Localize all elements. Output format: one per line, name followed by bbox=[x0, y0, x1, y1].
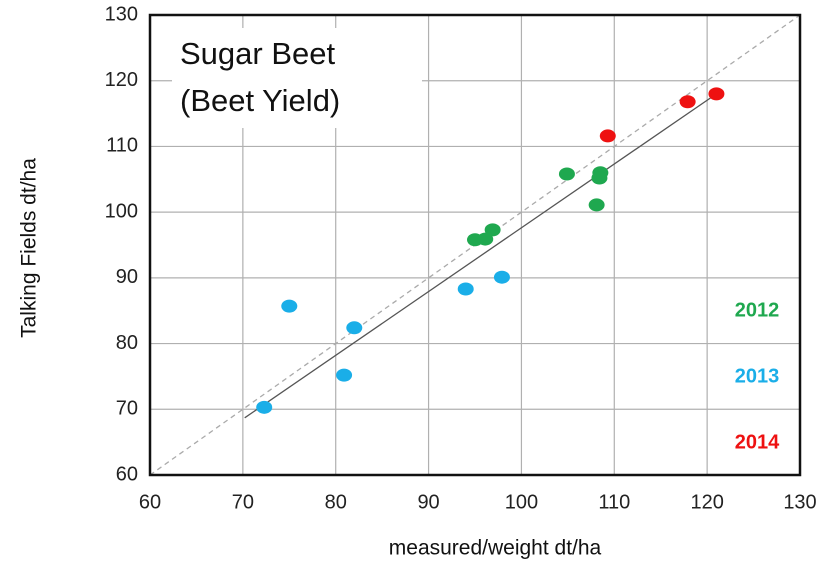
plot-frame bbox=[148, 13, 802, 477]
x-tick-label: 110 bbox=[598, 491, 630, 513]
data-point bbox=[493, 270, 510, 284]
y-tick-label: 60 bbox=[116, 463, 138, 485]
chart-title: (Beet Yield) bbox=[180, 83, 340, 118]
data-point bbox=[679, 95, 696, 109]
x-tick-label: 90 bbox=[417, 491, 439, 513]
legend-label: 2013 bbox=[735, 365, 780, 387]
y-tick-label: 80 bbox=[116, 332, 138, 354]
y-tick-label: 90 bbox=[116, 266, 138, 288]
data-point bbox=[591, 171, 608, 185]
data-point bbox=[484, 223, 501, 237]
y-tick-label: 100 bbox=[105, 200, 138, 222]
y-tick-label: 120 bbox=[105, 69, 138, 91]
x-tick-label: 80 bbox=[325, 491, 347, 513]
data-point bbox=[457, 282, 474, 296]
y-tick-label: 130 bbox=[105, 3, 138, 25]
data-point bbox=[281, 299, 298, 313]
data-point bbox=[708, 87, 725, 101]
title-backdrop bbox=[172, 28, 422, 128]
y-tick-label: 70 bbox=[116, 398, 138, 420]
data-point bbox=[599, 129, 616, 143]
x-tick-label: 70 bbox=[232, 491, 254, 513]
chart-title: Sugar Beet bbox=[180, 36, 335, 71]
data-point bbox=[588, 198, 605, 212]
y-tick-label: 110 bbox=[106, 135, 138, 157]
y-axis-label: Talking Fields dt/ha bbox=[18, 158, 41, 338]
x-tick-label: 60 bbox=[139, 491, 161, 513]
data-point bbox=[346, 321, 363, 335]
legend-label: 2014 bbox=[735, 431, 780, 453]
data-point bbox=[256, 400, 273, 414]
data-point bbox=[336, 368, 353, 382]
x-tick-label: 130 bbox=[783, 491, 816, 513]
data-point bbox=[558, 167, 575, 181]
trend-line bbox=[244, 93, 717, 419]
x-tick-label: 120 bbox=[690, 491, 723, 513]
x-tick-label: 100 bbox=[505, 491, 538, 513]
x-axis-label: measured/weight dt/ha bbox=[389, 537, 602, 560]
data-point bbox=[477, 232, 494, 246]
legend-label: 2012 bbox=[735, 299, 780, 321]
